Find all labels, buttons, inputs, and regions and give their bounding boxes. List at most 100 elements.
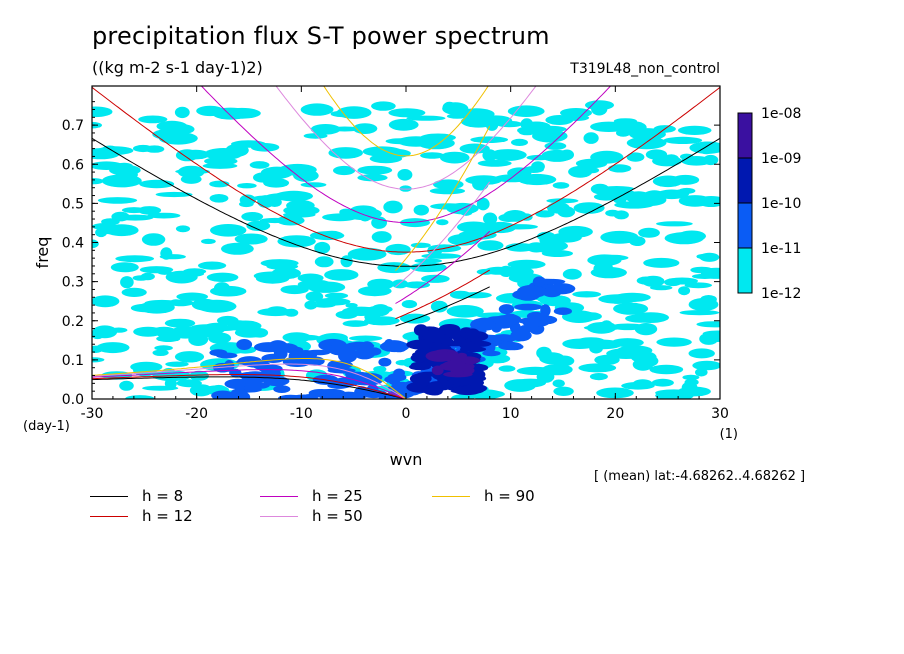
colorbar: 1e-08 1e-09 1e-10 1e-11 1e-12	[737, 106, 801, 302]
colorbar-label: 1e-08	[761, 106, 801, 122]
spectrum-blob	[458, 108, 495, 120]
spectrum-blob	[121, 207, 147, 214]
spectrum-blob	[629, 236, 646, 247]
spectrum-blob	[514, 303, 543, 311]
spectrum-blob	[541, 278, 566, 285]
spectrum-blob	[280, 285, 309, 295]
spectrum-blob	[600, 230, 639, 244]
spectrum-blob	[537, 231, 556, 241]
spectrum-blob	[429, 187, 466, 195]
spectrum-blob	[421, 274, 450, 283]
units-label: ((kg m-2 s-1 day-1)2)	[92, 58, 263, 77]
legend-label-h50: h = 50	[312, 507, 363, 525]
spectrum-blob	[249, 161, 270, 169]
spectrum-blob	[590, 121, 628, 132]
gravity-wave-n1-h12	[92, 86, 720, 253]
spectrum-blob	[257, 308, 294, 317]
spectrum-blob	[371, 101, 396, 111]
rossby-wave-n1-h8	[92, 376, 407, 399]
spectrum-blob	[476, 197, 490, 211]
spectrum-blob	[140, 272, 155, 281]
spectrum-blob	[640, 228, 657, 237]
spectrum-blob	[125, 395, 155, 399]
spectrum-blob	[208, 332, 232, 345]
spectrum-blob	[96, 342, 130, 354]
spectrum-blob	[583, 132, 599, 144]
spectrum-blob	[422, 330, 445, 343]
spectrum-blob	[147, 212, 181, 219]
spectrum-blob	[267, 197, 282, 207]
spectrum-blob	[165, 361, 189, 367]
spectrum-blob	[224, 360, 235, 372]
spectrum-blob	[321, 230, 343, 239]
spectrum-blob	[679, 310, 720, 316]
spectrum-blob	[357, 165, 393, 175]
spectrum-blob	[358, 286, 392, 297]
spectrum-blob	[347, 247, 387, 261]
spectrum-blob	[548, 283, 576, 295]
spectrum-blob	[655, 389, 693, 397]
spectrum-blob	[330, 110, 353, 118]
spectrum-blob	[302, 394, 318, 399]
spectrum-blob	[446, 305, 484, 318]
spectrum-blob	[132, 144, 154, 153]
colorbar-segment	[737, 247, 753, 294]
spectrum-blob	[430, 381, 443, 393]
spectrum-blob	[238, 371, 263, 380]
spectrum-blob	[511, 138, 528, 146]
spectrum-blob	[699, 332, 719, 345]
spectrum-blob	[439, 151, 470, 164]
spectrum-blob	[451, 394, 475, 399]
spectrum-blob	[641, 275, 665, 287]
mrg-wave-h50	[395, 181, 491, 288]
spectrum-blob	[688, 298, 719, 311]
mrg-wave-h25	[395, 230, 491, 304]
spectrum-blob	[499, 314, 522, 326]
spectrum-blob	[300, 182, 327, 188]
spectrum-blob	[209, 194, 229, 203]
spectrum-blob	[337, 391, 360, 398]
spectrum-blob	[652, 175, 684, 188]
spectrum-blob	[401, 300, 418, 309]
chart-title: precipitation flux S-T power spectrum	[92, 22, 550, 50]
spectrum-blob	[558, 225, 593, 238]
x-tick-label: -20	[185, 406, 208, 422]
spectrum-blob	[253, 172, 274, 183]
curve-h12	[92, 86, 720, 399]
spectrum-blob	[482, 149, 498, 162]
spectrum-blob	[507, 105, 545, 117]
y-tick-label: 0.2	[62, 314, 84, 330]
spectrum-blob	[231, 388, 248, 397]
spectrum-blob	[420, 152, 445, 159]
axes: -30 -20 -10 0 10 20 30 0.0 0.1 0.2 0.3 0.4 0.5 0.6 0.7…	[23, 86, 738, 469]
spectrum-blob	[450, 388, 480, 394]
spectrum-blob	[191, 298, 217, 311]
spectrum-blob	[210, 285, 247, 297]
x-axis-label: wvn	[390, 450, 423, 469]
spectrum-blob	[303, 133, 328, 139]
spectrum-blob	[397, 136, 435, 147]
y-tick-label: 0.5	[62, 196, 84, 212]
spectrum-blob	[459, 143, 490, 154]
spectrum-blob	[92, 161, 124, 170]
spectrum-blob	[92, 345, 103, 353]
legend-item-h90: h = 90	[432, 486, 535, 506]
spectrum-blob	[459, 346, 487, 353]
spectrum-blob	[266, 193, 301, 199]
spectrum-blob	[155, 191, 193, 198]
spectrum-blob	[115, 255, 155, 263]
spectrum-blob	[209, 349, 228, 357]
spectrum-blob	[690, 266, 714, 274]
spectrum-blob	[510, 329, 532, 342]
spectrum-blob	[526, 311, 545, 321]
spectrum-blob	[626, 152, 645, 162]
spectrum-blob	[278, 394, 304, 399]
y-tick-label: 0.3	[62, 275, 84, 291]
spectrum-blob	[119, 380, 134, 391]
spectrum-blob	[546, 198, 579, 204]
spectrum-blob	[388, 118, 419, 131]
spectrum-blob	[174, 351, 205, 363]
spectrum-blob	[695, 368, 708, 377]
spectrum-blob	[121, 287, 147, 297]
spectrum-blob	[682, 374, 700, 381]
